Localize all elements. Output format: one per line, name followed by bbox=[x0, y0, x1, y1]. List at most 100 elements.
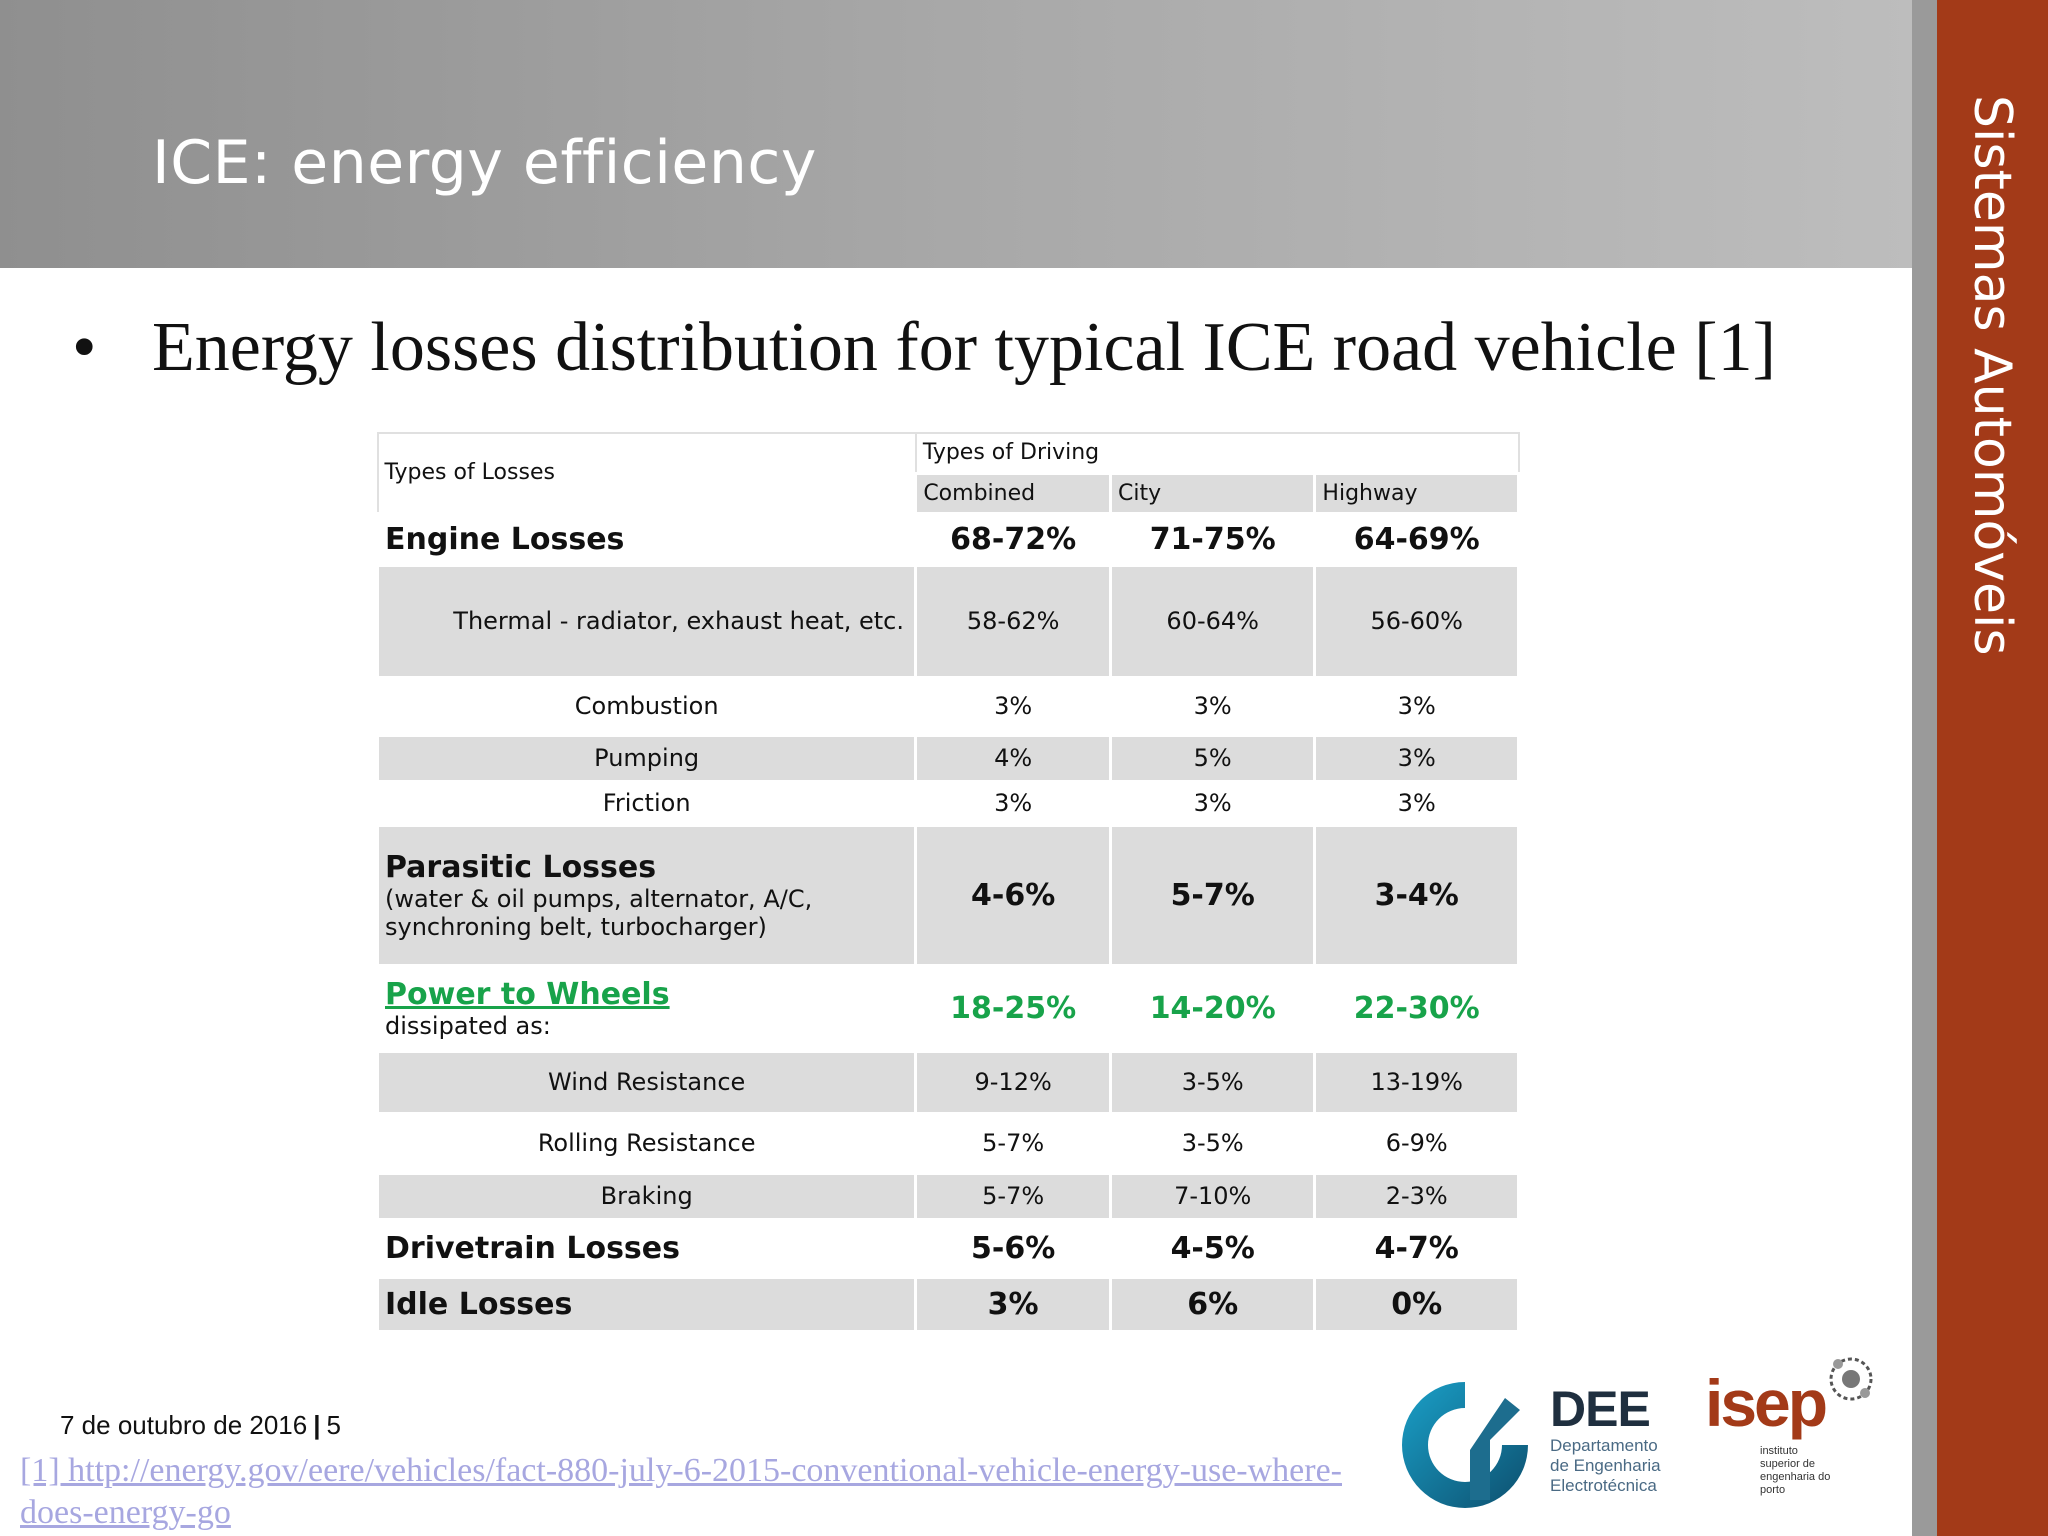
table-row: Combustion 3% 3% 3% bbox=[375, 675, 1520, 737]
row-label: Engine Losses bbox=[375, 511, 918, 567]
row-label: Thermal - radiator, exhaust heat, etc. bbox=[375, 563, 918, 679]
reference-link[interactable]: [1] http://energy.gov/eere/vehicles/fact… bbox=[20, 1450, 1380, 1534]
footer-date: 7 de outubro de 2016 bbox=[60, 1410, 308, 1440]
footer-date-page: 7 de outubro de 2016 | 5 bbox=[60, 1410, 341, 1441]
reference-line: [1] http://energy.gov/eere/vehicles/fact… bbox=[20, 1452, 1342, 1489]
cell-city: 60-64% bbox=[1108, 563, 1317, 679]
side-label: Sistemas Automóveis bbox=[1962, 95, 2022, 656]
side-band bbox=[1937, 0, 2048, 1536]
row-label: Braking bbox=[375, 1171, 918, 1221]
isep-subtitle-line: instituto bbox=[1760, 1445, 1798, 1457]
row-label-group: Power to Wheels dissipated as: bbox=[375, 963, 918, 1053]
cell-city: 5% bbox=[1108, 733, 1317, 783]
cell-highway: 56-60% bbox=[1313, 563, 1520, 679]
table-row: Drivetrain Losses 5-6% 4-5% 4-7% bbox=[375, 1217, 1520, 1279]
header-combined: Combined bbox=[914, 471, 1112, 515]
header-types-of-driving: Types of Driving bbox=[914, 432, 1520, 474]
cell-city: 3% bbox=[1108, 675, 1317, 737]
cell-combined: 9-12% bbox=[914, 1049, 1112, 1115]
cell-combined: 5-7% bbox=[914, 1171, 1112, 1221]
cell-highway: 3-4% bbox=[1313, 823, 1520, 967]
table-row: Pumping 4% 5% 3% bbox=[375, 733, 1520, 783]
cell-highway: 22-30% bbox=[1313, 963, 1520, 1053]
cell-city: 6% bbox=[1108, 1275, 1317, 1333]
cell-combined: 18-25% bbox=[914, 963, 1112, 1053]
cell-combined: 4-6% bbox=[914, 823, 1112, 967]
table-row: Thermal - radiator, exhaust heat, etc. 5… bbox=[375, 563, 1520, 679]
row-label: Pumping bbox=[375, 733, 918, 783]
isep-logo-subtitle: instituto superior de engenharia do port… bbox=[1760, 1445, 1830, 1497]
dee-logo-title: DEE bbox=[1550, 1381, 1651, 1437]
isep-subtitle-line: porto bbox=[1760, 1484, 1786, 1496]
row-label: Idle Losses bbox=[375, 1275, 918, 1333]
table-row: Power to Wheels dissipated as: 18-25% 14… bbox=[375, 963, 1520, 1053]
header-highway: Highway bbox=[1313, 471, 1520, 515]
cell-combined: 68-72% bbox=[914, 511, 1112, 567]
row-note: synchroning belt, turbocharger) bbox=[385, 912, 767, 941]
table-row: Idle Losses 3% 6% 0% bbox=[375, 1275, 1520, 1333]
cell-combined: 4% bbox=[914, 733, 1112, 783]
isep-logo-title: isep bbox=[1705, 1366, 1828, 1440]
cell-city: 3-5% bbox=[1108, 1111, 1317, 1175]
row-label: Friction bbox=[375, 779, 918, 827]
header-types-of-losses: Types of Losses bbox=[376, 432, 917, 514]
table-row: Friction 3% 3% 3% bbox=[375, 779, 1520, 827]
table-header-row: Types of Losses Types of Driving bbox=[376, 432, 1520, 514]
table-subheader-row: Combined City Highway bbox=[378, 471, 1520, 515]
table-row: Rolling Resistance 5-7% 3-5% 6-9% bbox=[375, 1111, 1520, 1175]
row-label: Rolling Resistance bbox=[375, 1111, 918, 1175]
slide-title: ICE: energy efficiency bbox=[152, 128, 817, 198]
cell-combined: 3% bbox=[914, 779, 1112, 827]
cell-city: 5-7% bbox=[1108, 823, 1317, 967]
bullet-item: • Energy losses distribution for typical … bbox=[72, 308, 1776, 388]
cell-highway: 3% bbox=[1313, 675, 1520, 737]
cell-highway: 0% bbox=[1313, 1275, 1520, 1333]
isep-emblem-icon bbox=[1829, 1357, 1873, 1401]
cell-combined: 3% bbox=[914, 1275, 1112, 1333]
cell-highway: 3% bbox=[1313, 733, 1520, 783]
table-row: Braking 5-7% 7-10% 2-3% bbox=[375, 1171, 1520, 1221]
dee-subtitle-line: de Engenharia bbox=[1550, 1456, 1661, 1475]
dee-logo-icon bbox=[1402, 1382, 1528, 1508]
row-label: Parasitic Losses bbox=[385, 849, 657, 885]
reference-line: does-energy-go bbox=[20, 1494, 231, 1531]
table-row: Wind Resistance 9-12% 3-5% 13-19% bbox=[375, 1049, 1520, 1115]
dee-subtitle-line: Departamento bbox=[1550, 1436, 1658, 1455]
dee-logo-subtitle: Departamento de Engenharia Electrotécnic… bbox=[1550, 1436, 1661, 1496]
cell-city: 71-75% bbox=[1108, 511, 1317, 567]
cell-city: 4-5% bbox=[1108, 1217, 1317, 1279]
table-row: Parasitic Losses (water & oil pumps, alt… bbox=[375, 823, 1520, 967]
bullet-icon: • bbox=[72, 309, 97, 386]
cell-city: 14-20% bbox=[1108, 963, 1317, 1053]
cell-combined: 3% bbox=[914, 675, 1112, 737]
cell-highway: 64-69% bbox=[1313, 511, 1520, 567]
side-stripe bbox=[1912, 0, 1937, 1536]
row-label-group: Parasitic Losses (water & oil pumps, alt… bbox=[375, 823, 918, 967]
row-label: Wind Resistance bbox=[375, 1049, 918, 1115]
cell-highway: 13-19% bbox=[1313, 1049, 1520, 1115]
footer-separator: | bbox=[313, 1410, 321, 1440]
cell-city: 3% bbox=[1108, 779, 1317, 827]
cell-city: 7-10% bbox=[1108, 1171, 1317, 1221]
cell-city: 3-5% bbox=[1108, 1049, 1317, 1115]
cell-highway: 3% bbox=[1313, 779, 1520, 827]
cell-highway: 4-7% bbox=[1313, 1217, 1520, 1279]
power-to-wheels-link[interactable]: Power to Wheels bbox=[385, 976, 670, 1012]
row-label: Combustion bbox=[375, 675, 918, 737]
page-number: 5 bbox=[326, 1410, 341, 1440]
header-city: City bbox=[1108, 471, 1317, 515]
cell-highway: 6-9% bbox=[1313, 1111, 1520, 1175]
title-bar bbox=[0, 0, 1912, 268]
dee-subtitle-line: Electrotécnica bbox=[1550, 1476, 1657, 1495]
row-note: (water & oil pumps, alternator, A/C, bbox=[385, 884, 813, 913]
isep-subtitle-line: engenharia do bbox=[1760, 1471, 1831, 1483]
cell-combined: 5-7% bbox=[914, 1111, 1112, 1175]
row-note: dissipated as: bbox=[385, 1011, 551, 1040]
energy-losses-table: Types of Losses Types of Driving Combine… bbox=[375, 432, 1520, 1333]
cell-combined: 58-62% bbox=[914, 563, 1112, 679]
isep-subtitle-line: superior de bbox=[1760, 1458, 1816, 1470]
bullet-text: Energy losses distribution for typical I… bbox=[152, 309, 1776, 386]
row-label: Drivetrain Losses bbox=[375, 1217, 918, 1279]
cell-combined: 5-6% bbox=[914, 1217, 1112, 1279]
table-row: Engine Losses 68-72% 71-75% 64-69% bbox=[375, 511, 1520, 567]
